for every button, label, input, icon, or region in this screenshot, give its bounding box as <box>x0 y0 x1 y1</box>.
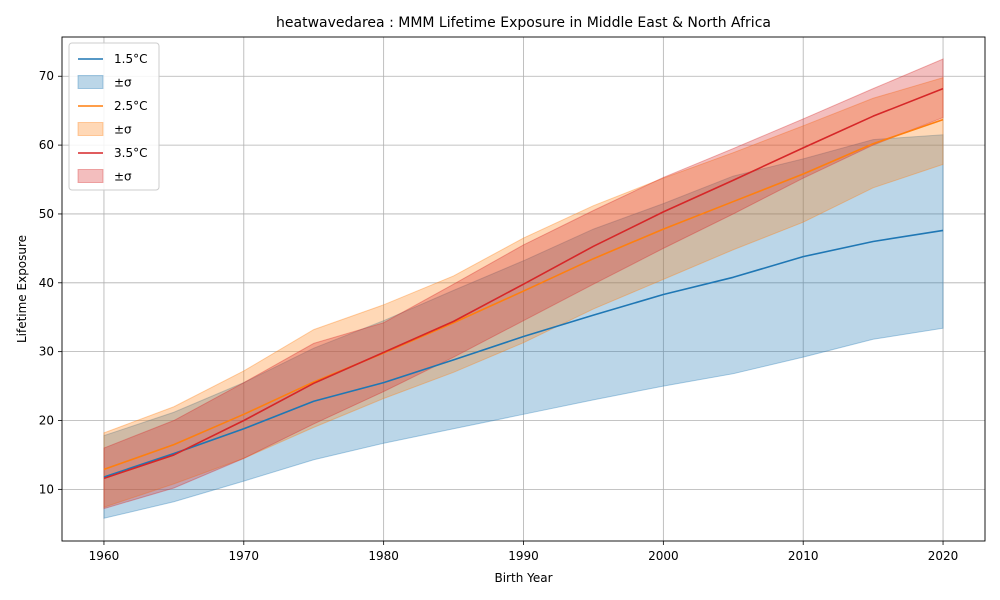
legend-band-label: ±σ <box>114 76 132 90</box>
x-tick-label: 1960 <box>89 549 120 563</box>
legend-band-swatch <box>77 169 104 183</box>
error-band-0 <box>103 134 944 519</box>
y-tick-label: 40 <box>39 276 54 290</box>
legend-band-swatch <box>77 75 104 89</box>
x-tick-label: 2010 <box>788 549 819 563</box>
legend-series-label: 1.5°C <box>114 52 147 66</box>
x-tick-label: 2020 <box>928 549 959 563</box>
series-lines <box>103 87 944 480</box>
y-tick-label: 70 <box>39 69 54 83</box>
x-tick-label: 1980 <box>368 549 399 563</box>
series-line-0 <box>103 229 944 478</box>
legend-band-swatch <box>77 122 104 136</box>
chart-title: heatwavedarea : MMM Lifetime Exposure in… <box>276 15 771 31</box>
legend-band-label: ±σ <box>114 170 132 184</box>
y-tick-label: 50 <box>39 207 54 221</box>
error-band-1 <box>103 76 944 508</box>
series-line-2 <box>103 87 944 480</box>
series-line-1 <box>103 118 944 471</box>
x-axis-label: Birth Year <box>494 571 552 585</box>
y-tick-label: 10 <box>39 482 54 496</box>
y-tick-label: 30 <box>39 345 54 359</box>
legend: 1.5°C ±σ 2.5°C ±σ 3.5°C ±σ <box>68 42 160 191</box>
x-tick-label: 2000 <box>648 549 679 563</box>
x-tick-label: 1990 <box>508 549 539 563</box>
legend-series-label: 2.5°C <box>114 99 147 113</box>
y-tick-label: 60 <box>39 138 54 152</box>
legend-band-label: ±σ <box>114 123 132 137</box>
ticks: 1960 1970 1980 1990 2000 2010 2020 10 20 30 40 50 60… <box>39 69 959 563</box>
legend-series-label: 3.5°C <box>114 146 147 160</box>
y-axis-label: Lifetime Exposure <box>15 235 29 343</box>
grid <box>62 37 985 541</box>
x-tick-label: 1970 <box>229 549 260 563</box>
y-tick-label: 20 <box>39 414 54 428</box>
